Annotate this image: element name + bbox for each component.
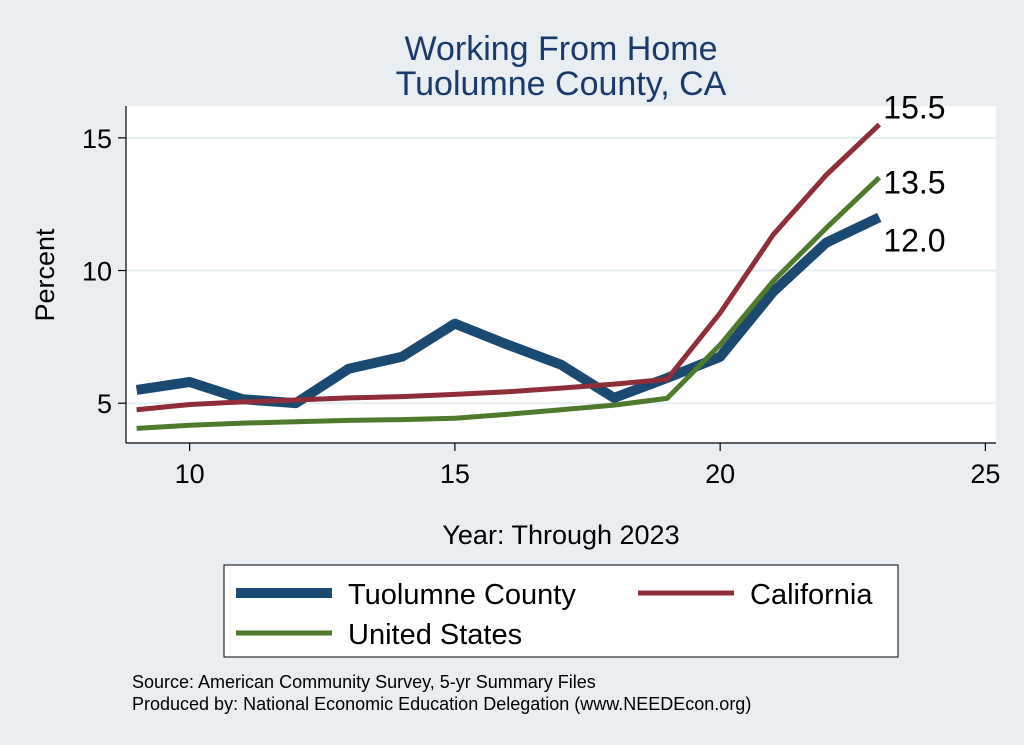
x-tick-label-20: 20 [705,459,735,489]
y-tick-label-5: 5 [97,389,112,419]
axes: 5 10 15 10 15 20 25 [82,106,1000,489]
legend-box [223,564,899,658]
x-tick-label-15: 15 [440,459,470,489]
y-tick-label-15: 15 [82,124,112,154]
y-axis-label: Percent [30,228,60,322]
end-label-united-states: 13.5 [883,165,945,201]
legend-label-california: California [750,579,873,611]
produced-by-line: Produced by: National Economic Education… [132,694,751,714]
series-line-california [136,122,882,413]
x-tick-label-10: 10 [175,459,205,489]
x-axis-label: Year: Through 2023 [442,520,679,550]
y-tick-label-10: 10 [82,257,112,287]
series-line-united-states [136,175,882,431]
end-label-tuolumne-county: 12.0 [883,222,945,258]
series-lines [135,122,882,431]
x-tick-label-25: 25 [970,459,1000,489]
legend-label-united-states: United States [348,619,522,651]
source-line: Source: American Community Survey, 5-yr … [132,672,596,692]
chart-title-line1: Working From Home [405,30,718,68]
legend-label-tuolumne-county: Tuolumne County [348,579,576,611]
end-labels: 15.5 13.5 12.0 [883,90,945,259]
legend: Tuolumne County California United States [236,579,873,651]
end-label-california: 15.5 [883,90,945,126]
chart-title-line2: Tuolumne County, CA [396,65,727,103]
plot-area [126,106,996,443]
